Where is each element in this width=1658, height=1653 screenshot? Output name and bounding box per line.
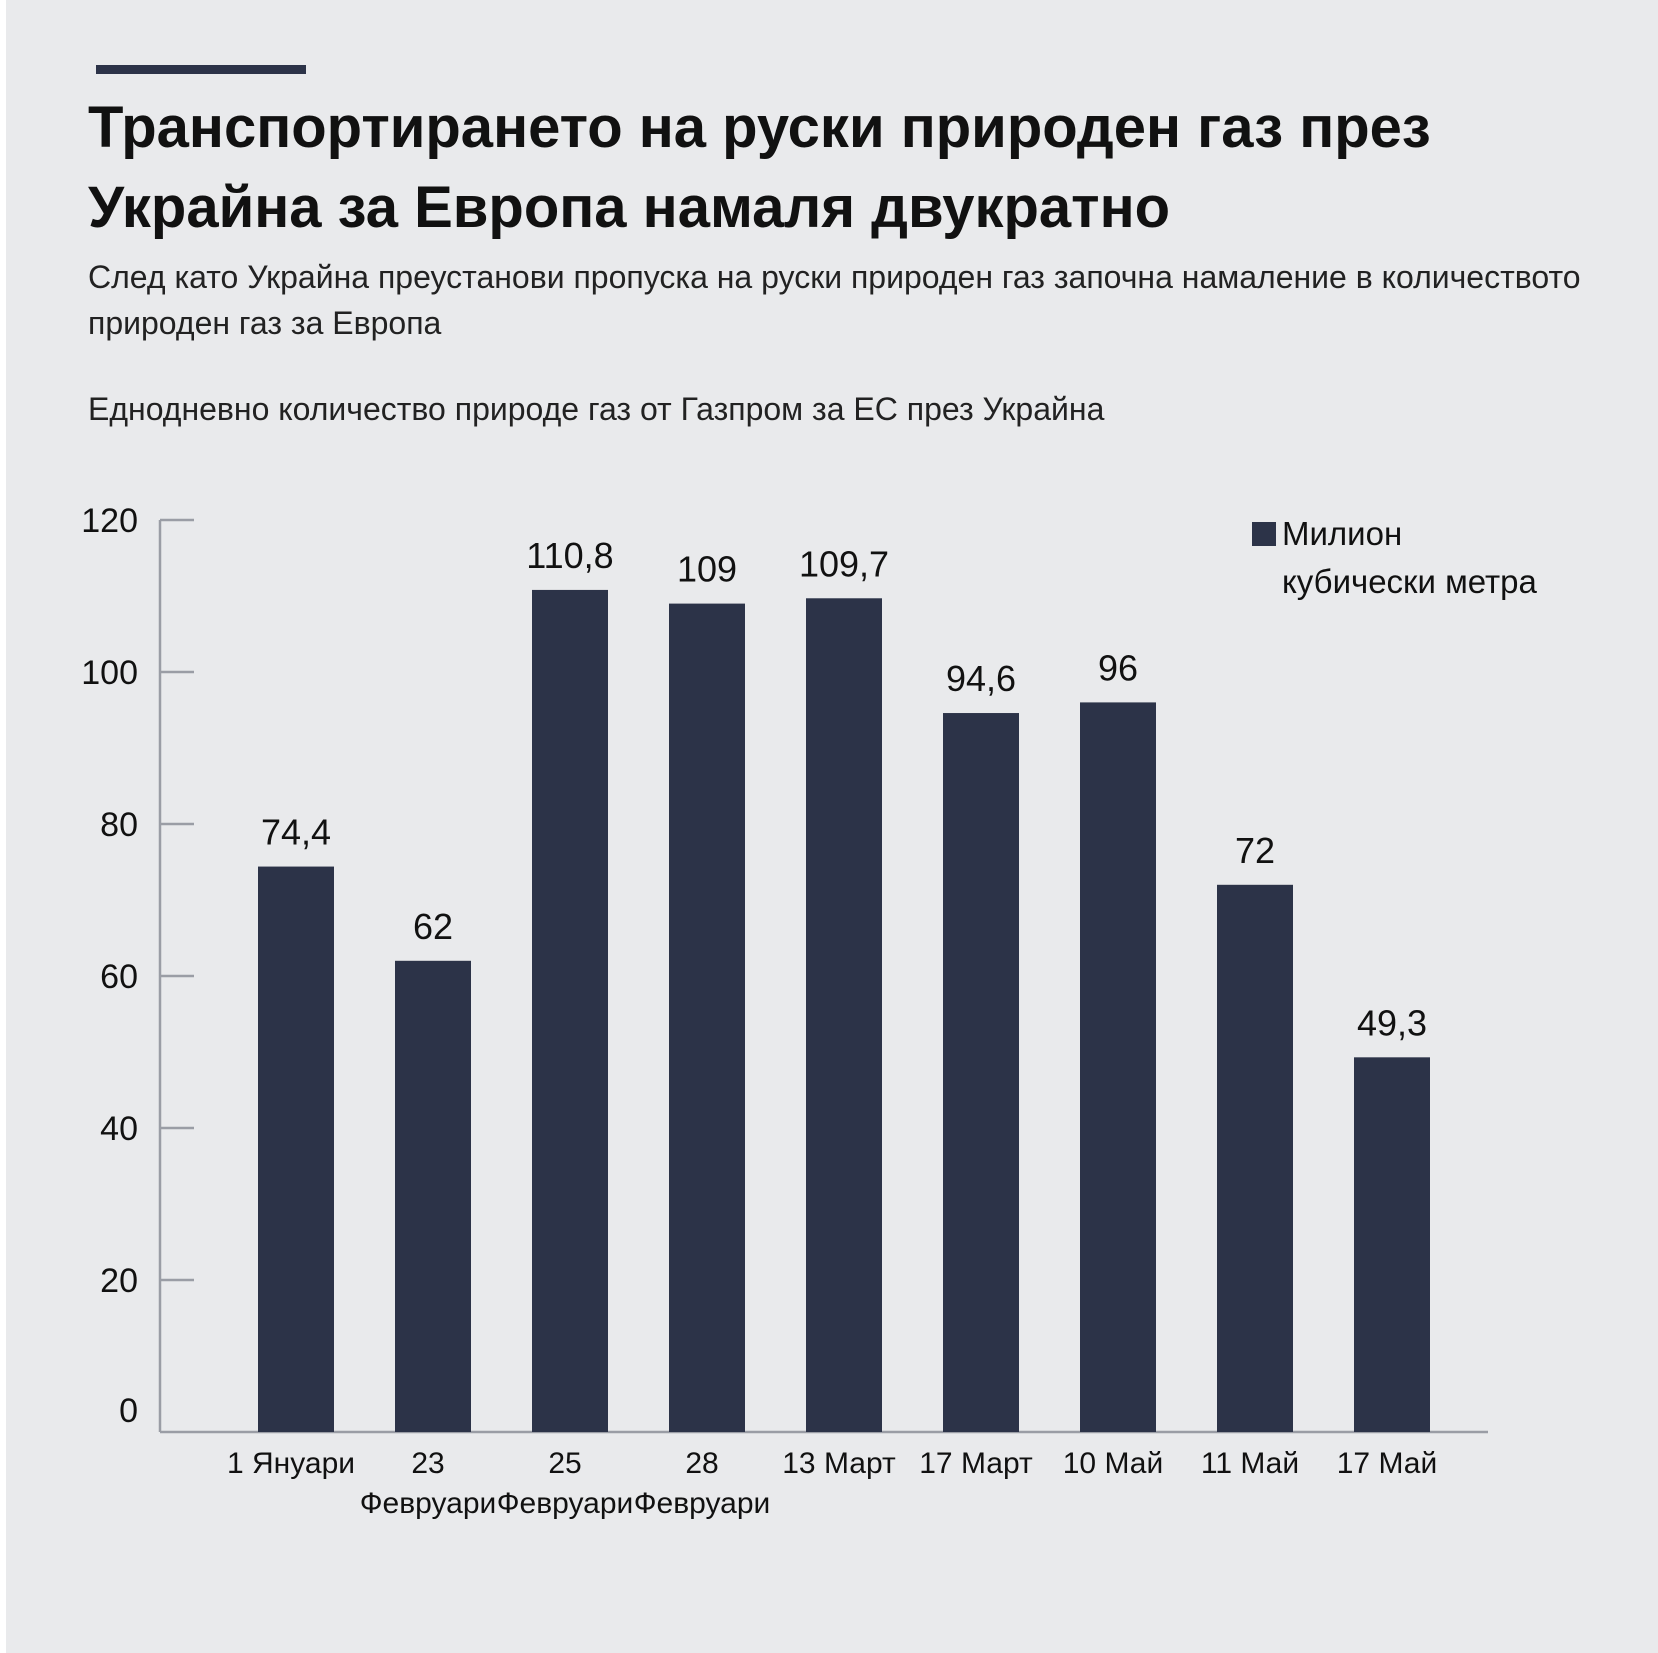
data-label: 72 <box>1235 830 1275 871</box>
data-label: 110,8 <box>526 535 613 576</box>
x-tick-label: 13 Март <box>782 1447 896 1480</box>
bar <box>395 960 471 1432</box>
data-label: 109 <box>677 549 737 590</box>
y-tick-label: 80 <box>100 806 138 844</box>
legend-swatch <box>1252 522 1276 546</box>
x-tick-label: Февруари <box>497 1487 634 1520</box>
y-tick-label: 60 <box>100 958 138 996</box>
x-tick-label: 28 <box>685 1447 718 1480</box>
x-tick-label: 23 <box>411 1447 444 1480</box>
y-tick-label: 20 <box>100 1262 138 1300</box>
accent-bar <box>96 65 306 74</box>
x-tick-label: 25 <box>548 1447 581 1480</box>
x-tick-label: Февруари <box>360 1487 497 1520</box>
bar <box>669 603 745 1432</box>
x-tick-label: 10 Май <box>1063 1447 1163 1480</box>
y-tick-label: 120 <box>81 502 138 540</box>
legend-label: Милион кубически метра <box>1282 510 1612 606</box>
y-tick-label: 100 <box>81 654 138 692</box>
legend-label-line1: Милион <box>1282 515 1403 552</box>
y-tick-label: 40 <box>100 1110 138 1148</box>
legend-label-line2: кубически метра <box>1282 563 1537 600</box>
page-subtitle: След като Украйна преустанови пропуска н… <box>88 259 1581 341</box>
data-label: 94,6 <box>946 658 1016 699</box>
bar <box>532 589 608 1432</box>
x-tick-label: 1 Януари <box>227 1447 355 1480</box>
page-title: Транспортирането на руски природен газ п… <box>88 95 1431 240</box>
y-tick-label: 0 <box>119 1392 138 1430</box>
bar <box>1217 884 1293 1432</box>
bar <box>258 866 334 1432</box>
bar <box>1080 702 1156 1432</box>
data-label: 62 <box>413 906 453 947</box>
data-label: 74,4 <box>261 812 331 853</box>
x-tick-label: Февруари <box>634 1487 771 1520</box>
x-tick-label: 17 Май <box>1337 1447 1437 1480</box>
data-label: 49,3 <box>1357 1002 1427 1043</box>
bar <box>1354 1057 1430 1432</box>
data-label: 96 <box>1098 647 1138 688</box>
bar <box>943 713 1019 1432</box>
x-tick-label: 11 Май <box>1201 1447 1299 1480</box>
chart-caption: Еднодневно количество природе газ от Газ… <box>88 391 1105 427</box>
bar <box>806 598 882 1432</box>
data-label: 109,7 <box>799 543 889 584</box>
x-tick-label: 17 Март <box>919 1447 1033 1480</box>
